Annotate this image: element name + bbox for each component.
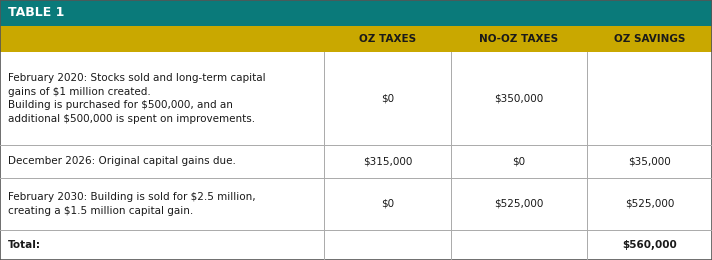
Text: $560,000: $560,000 xyxy=(622,240,677,250)
Text: NO-OZ TAXES: NO-OZ TAXES xyxy=(479,34,559,44)
Text: December 2026: Original capital gains due.: December 2026: Original capital gains du… xyxy=(8,157,236,166)
Text: $0: $0 xyxy=(513,157,525,166)
Text: February 2030: Building is sold for $2.5 million,
creating a $1.5 million capita: February 2030: Building is sold for $2.5… xyxy=(8,192,256,216)
Bar xyxy=(0,0,712,26)
Bar xyxy=(0,230,712,260)
Text: OZ TAXES: OZ TAXES xyxy=(359,34,416,44)
Text: TABLE 1: TABLE 1 xyxy=(8,6,64,20)
Text: $315,000: $315,000 xyxy=(362,157,412,166)
Text: $35,000: $35,000 xyxy=(628,157,671,166)
Text: $0: $0 xyxy=(381,199,394,209)
Text: OZ SAVINGS: OZ SAVINGS xyxy=(614,34,686,44)
Text: $525,000: $525,000 xyxy=(494,199,544,209)
Bar xyxy=(0,52,712,145)
Text: Total:: Total: xyxy=(8,240,41,250)
Text: $350,000: $350,000 xyxy=(494,94,544,103)
Text: $525,000: $525,000 xyxy=(625,199,674,209)
Bar xyxy=(0,178,712,230)
Text: February 2020: Stocks sold and long-term capital
gains of $1 million created.
Bu: February 2020: Stocks sold and long-term… xyxy=(8,73,266,124)
Bar xyxy=(0,26,712,52)
Text: $0: $0 xyxy=(381,94,394,103)
Bar xyxy=(0,145,712,178)
